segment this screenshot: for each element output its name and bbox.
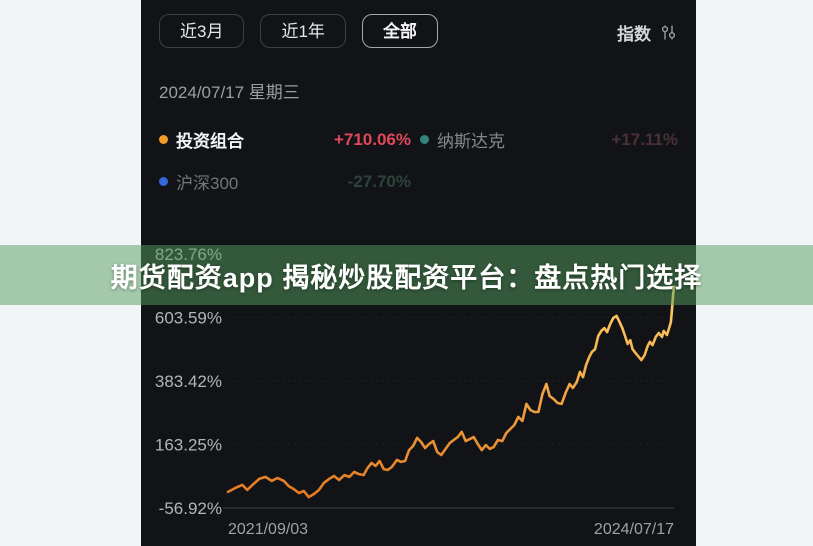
range-button-all[interactable]: 全部 xyxy=(361,14,438,48)
legend-name: 沪深300 xyxy=(176,174,239,193)
index-label: 指数 xyxy=(617,25,651,44)
y-tick-label: 603.59% xyxy=(155,309,222,328)
range-toolbar: 近3月 近1年 全部 xyxy=(159,14,438,48)
index-settings-control[interactable]: 指数 xyxy=(617,20,678,45)
portfolio-dot-icon xyxy=(159,135,168,144)
legend-name: 投资组合 xyxy=(176,132,244,151)
legend-name: 纳斯达克 xyxy=(437,132,505,151)
sliders-icon[interactable] xyxy=(659,23,678,42)
legend-value: -27.70% xyxy=(347,171,411,191)
nasdaq-dot-icon xyxy=(420,135,429,144)
selected-date: 2024/07/17 星期三 xyxy=(159,83,300,102)
portfolio-series-line xyxy=(226,285,676,499)
range-button-1y[interactable]: 近1年 xyxy=(260,14,346,48)
legend-item-nasdaq[interactable]: 纳斯达克 +17.11% xyxy=(420,127,678,152)
legend-value: +710.06% xyxy=(333,129,411,149)
y-tick-label: 383.42% xyxy=(155,372,222,391)
y-tick-label: 163.25% xyxy=(155,436,222,455)
legend-item-csi300[interactable]: 沪深300 -27.70% xyxy=(159,169,411,194)
performance-line-chart[interactable]: 823.76%603.59%383.42%163.25%-56.92%2021/… xyxy=(141,0,696,546)
range-button-3m[interactable]: 近3月 xyxy=(159,14,245,48)
csi300-dot-icon xyxy=(159,177,168,186)
promo-banner-text: 期货配资app 揭秘炒股配资平台：盘点热门选择 xyxy=(110,262,703,293)
promo-banner-overlay: 期货配资app 揭秘炒股配资平台：盘点热门选择 xyxy=(0,245,813,305)
x-label-end: 2024/07/17 xyxy=(594,521,674,538)
legend-value: +17.11% xyxy=(611,129,678,149)
x-label-start: 2021/09/03 xyxy=(228,521,308,538)
y-tick-label: -56.92% xyxy=(159,499,222,518)
legend-item-portfolio[interactable]: 投资组合 +710.06% xyxy=(159,127,411,152)
